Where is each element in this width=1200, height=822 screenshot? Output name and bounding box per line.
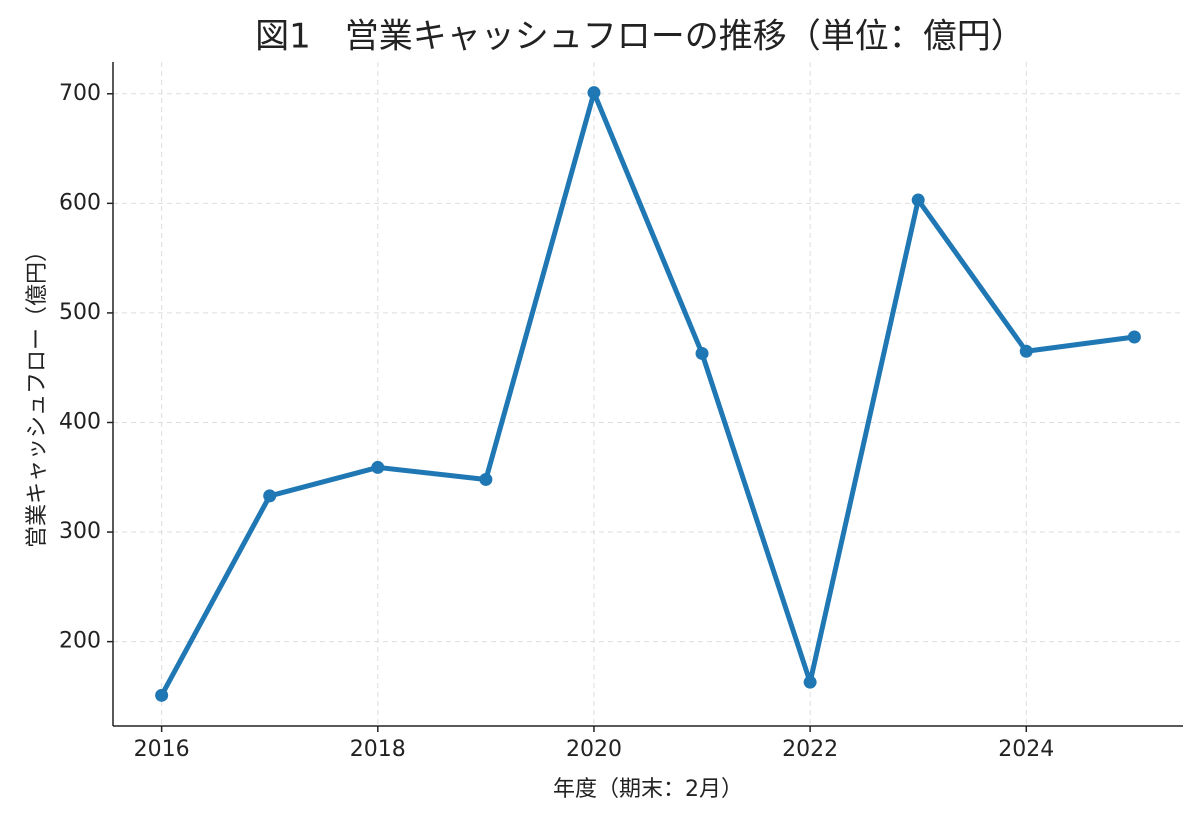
x-axis-label: 年度（期末：2月） bbox=[553, 777, 743, 802]
x-tick-label: 2018 bbox=[350, 737, 406, 762]
x-tick-label: 2016 bbox=[134, 737, 190, 762]
x-tick-label: 2024 bbox=[998, 737, 1054, 762]
y-tick-label: 500 bbox=[59, 300, 101, 325]
point bbox=[911, 193, 925, 207]
point bbox=[371, 460, 385, 474]
y-tick-label: 700 bbox=[59, 81, 101, 106]
y-axis-label: 営業キャッシュフロー（億円） bbox=[25, 240, 50, 548]
y-tick-label: 300 bbox=[59, 519, 101, 544]
point bbox=[155, 688, 169, 702]
chart-title: 図1 営業キャッシュフローの推移（単位：億円） bbox=[255, 17, 1025, 57]
point bbox=[695, 346, 709, 360]
y-tick-label: 400 bbox=[59, 409, 101, 434]
point bbox=[479, 472, 493, 486]
x-tick-label: 2022 bbox=[782, 737, 838, 762]
point bbox=[263, 489, 277, 503]
point bbox=[587, 86, 601, 100]
x-tick-label: 2020 bbox=[566, 737, 622, 762]
y-tick-label: 200 bbox=[59, 629, 101, 654]
point bbox=[803, 675, 817, 689]
point bbox=[1127, 330, 1141, 344]
line bbox=[159, 90, 1135, 697]
y-tick-label: 600 bbox=[59, 190, 101, 215]
point bbox=[1019, 344, 1033, 358]
